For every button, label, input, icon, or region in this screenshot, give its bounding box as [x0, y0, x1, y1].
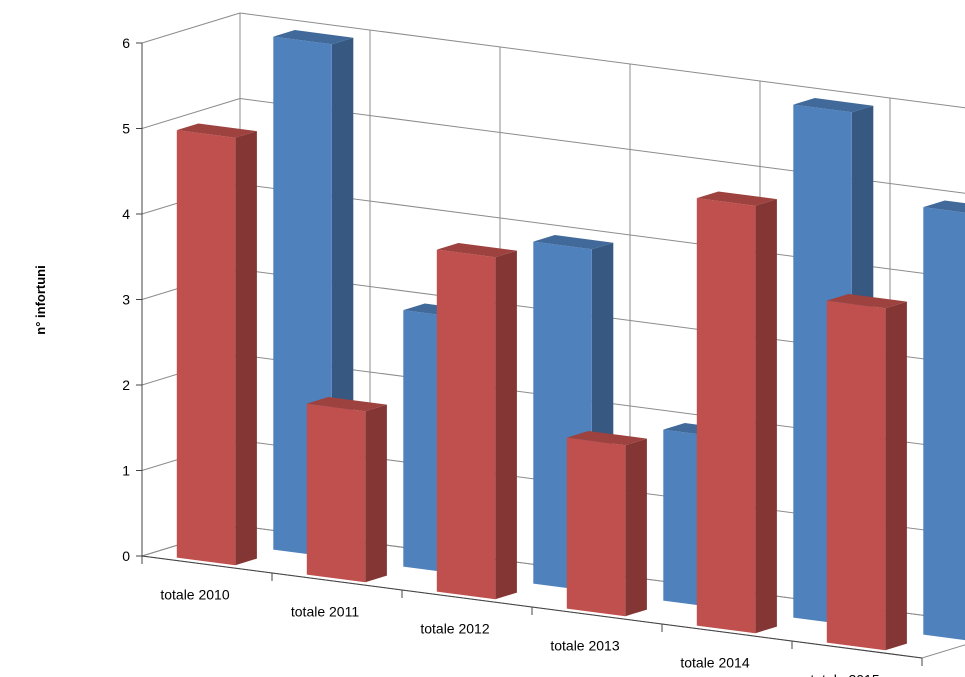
bar-top-face	[306, 397, 387, 412]
y-tick-label: 3	[122, 292, 130, 308]
x-tick-label: totale 2015	[810, 672, 879, 677]
bar-top-face	[273, 30, 354, 45]
y-tick-label: 1	[122, 463, 130, 479]
x-tick-label: totale 2010	[160, 587, 229, 603]
y-axis-label: n° infortuni	[33, 265, 48, 334]
series-back-bar	[923, 200, 965, 641]
y-tick-label: 5	[122, 121, 130, 137]
x-tick-label: totale 2014	[680, 655, 749, 671]
y-tick-label: 6	[122, 35, 130, 51]
chart-labels: 0 1 2 3 4 5 6 totale 2010 totale 2011 totale 2012…	[122, 35, 880, 677]
chart-bars	[176, 30, 965, 651]
series-front-bar	[436, 243, 517, 600]
x-tick-label: totale 2013	[550, 638, 619, 654]
bar-top-face	[566, 431, 647, 446]
bar-side-face	[755, 199, 777, 634]
bar-front-face	[306, 403, 366, 583]
bar-front-face	[436, 249, 496, 600]
y-tick-label: 2	[122, 377, 130, 393]
bar-front-face	[696, 198, 756, 634]
bar-top-face	[533, 235, 614, 250]
bar-front-face	[923, 207, 965, 641]
x-tick-label: totale 2012	[420, 621, 489, 637]
bar-top-face	[436, 243, 517, 258]
x-tick-label: totale 2011	[291, 604, 359, 620]
y-tick-label: 0	[122, 548, 130, 564]
bar-top-face	[696, 191, 777, 206]
x-axis-line	[141, 555, 923, 659]
series-front-bar	[566, 431, 647, 617]
bar-top-face	[923, 200, 965, 213]
y-tick-label: 4	[122, 206, 130, 222]
side-wall-gridline	[141, 98, 241, 129]
series-front-bar	[176, 123, 257, 566]
bar-side-face	[495, 250, 517, 600]
bar-front-face	[176, 130, 236, 566]
series-front-bar	[826, 294, 907, 651]
bar-front-face	[826, 300, 886, 651]
bar-side-face	[625, 438, 647, 617]
bar-side-face	[365, 404, 387, 583]
side-wall-gridline	[141, 12, 241, 44]
series-front-bar	[696, 191, 777, 634]
bar-side-face	[885, 301, 907, 651]
series-front-bar	[306, 397, 387, 583]
bar-top-face	[176, 123, 257, 138]
bar-side-face	[235, 131, 257, 566]
bar-top-face	[793, 98, 874, 113]
bar-top-face	[826, 294, 907, 309]
bar-front-face	[566, 437, 626, 617]
